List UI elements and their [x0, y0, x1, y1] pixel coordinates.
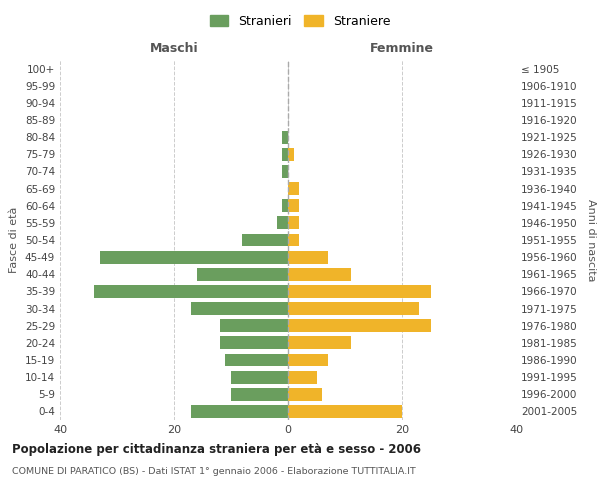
Legend: Stranieri, Straniere: Stranieri, Straniere	[206, 11, 394, 32]
Bar	[288, 336, 350, 349]
Bar	[283, 148, 288, 160]
Bar	[283, 200, 288, 212]
Bar	[288, 388, 322, 400]
Bar	[94, 285, 288, 298]
Text: Femmine: Femmine	[370, 42, 434, 55]
Y-axis label: Fasce di età: Fasce di età	[10, 207, 19, 273]
Bar	[288, 250, 328, 264]
Bar	[288, 354, 328, 366]
Bar	[197, 268, 288, 280]
Bar	[100, 250, 288, 264]
Text: COMUNE DI PARATICO (BS) - Dati ISTAT 1° gennaio 2006 - Elaborazione TUTTITALIA.I: COMUNE DI PARATICO (BS) - Dati ISTAT 1° …	[12, 468, 416, 476]
Bar	[288, 320, 431, 332]
Bar	[288, 370, 317, 384]
Bar	[288, 285, 431, 298]
Bar	[288, 216, 299, 230]
Bar	[283, 130, 288, 143]
Bar	[231, 388, 288, 400]
Text: Popolazione per cittadinanza straniera per età e sesso - 2006: Popolazione per cittadinanza straniera p…	[12, 442, 421, 456]
Bar	[231, 370, 288, 384]
Bar	[288, 302, 419, 315]
Bar	[288, 405, 402, 418]
Bar	[277, 216, 288, 230]
Bar	[191, 405, 288, 418]
Bar	[288, 268, 350, 280]
Bar	[283, 165, 288, 178]
Bar	[191, 302, 288, 315]
Bar	[220, 320, 288, 332]
Y-axis label: Anni di nascita: Anni di nascita	[586, 198, 596, 281]
Bar	[288, 148, 294, 160]
Bar	[288, 234, 299, 246]
Bar	[288, 182, 299, 195]
Bar	[220, 336, 288, 349]
Bar	[226, 354, 288, 366]
Bar	[242, 234, 288, 246]
Bar	[288, 200, 299, 212]
Text: Maschi: Maschi	[149, 42, 199, 55]
